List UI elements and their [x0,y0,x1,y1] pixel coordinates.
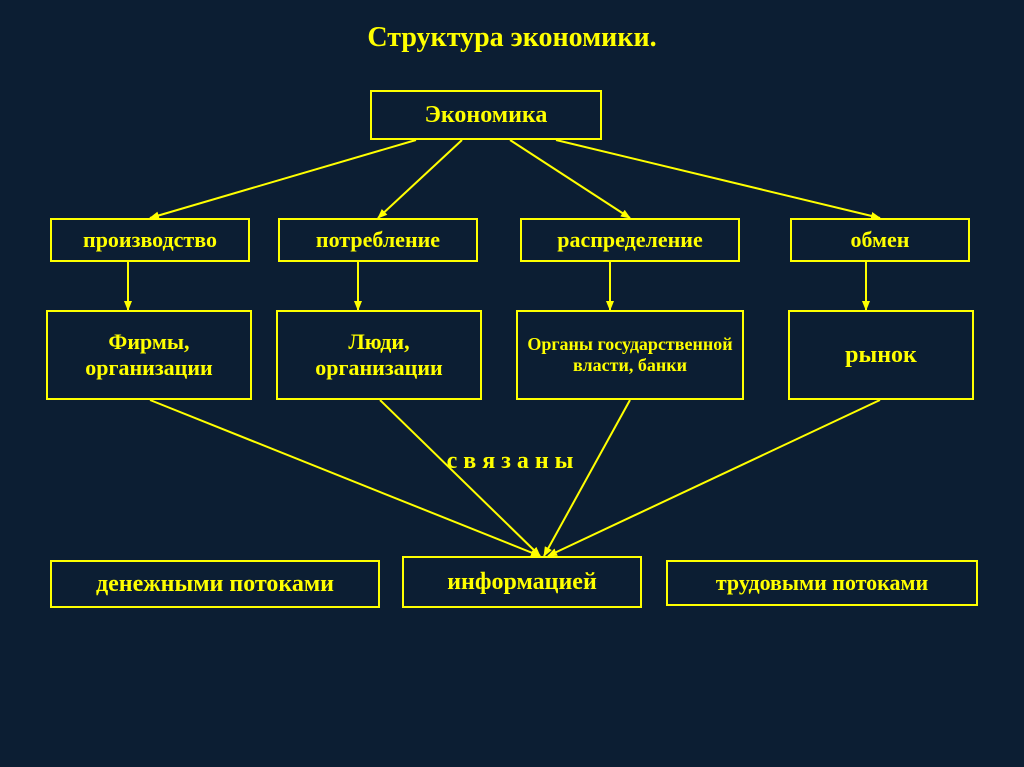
node-root: Экономика [370,90,602,140]
node-people: Люди, организации [276,310,482,400]
node-firms: Фирмы, организации [46,310,252,400]
node-market: рынок [788,310,974,400]
diagram-title: Структура экономики. [0,22,1024,54]
node-distribution: распределение [520,218,740,262]
node-government: Органы государственной власти, банки [516,310,744,400]
node-exchange: обмен [790,218,970,262]
node-production: производство [50,218,250,262]
node-money-flows: денежными потоками [50,560,380,608]
node-consumption: потребление [278,218,478,262]
node-information: информацией [402,556,642,608]
node-labor-flows: трудовыми потоками [666,560,978,606]
connected-label: с в я з а н ы [380,448,640,475]
